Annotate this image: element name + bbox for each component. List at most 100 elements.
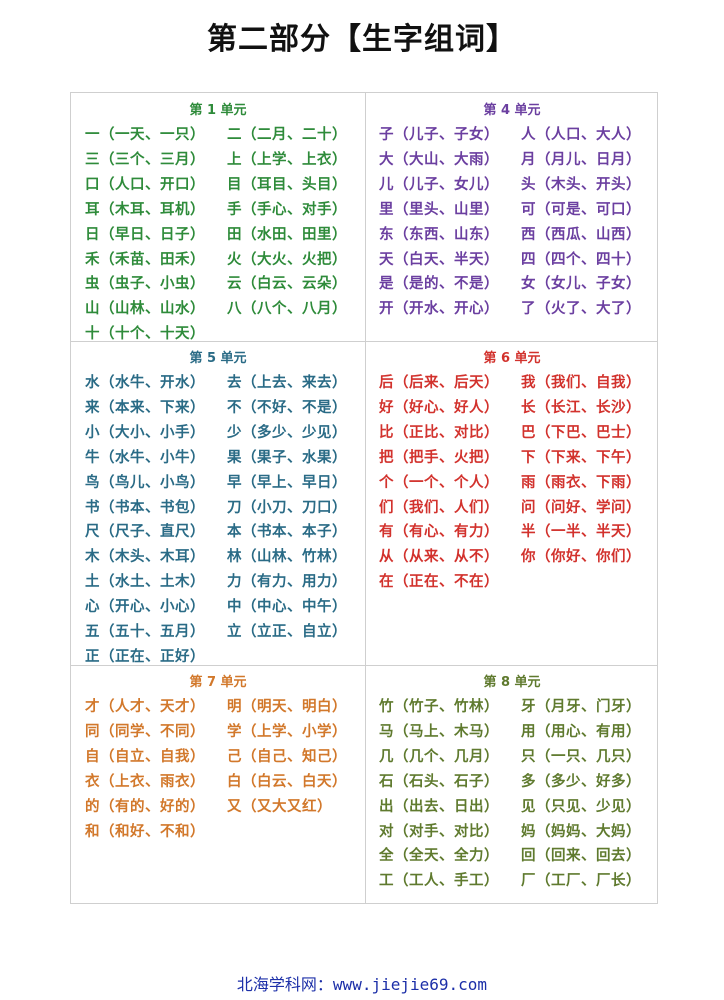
word-entry: 学（上学、小学） xyxy=(227,723,347,740)
grid-divider-row1 xyxy=(71,341,657,342)
word-entry: 头（木头、开头） xyxy=(521,176,641,193)
footer-watermark: 北海学科网：www.jiejie69.com xyxy=(236,975,488,994)
word-entry: 厂（工厂、厂长） xyxy=(521,873,641,890)
word-entry: 心（开心、小心） xyxy=(85,599,205,616)
word-entry: 问（问好、学问） xyxy=(521,499,641,516)
word-entry: 你（你好、你们） xyxy=(521,549,641,566)
word-entry: 回（回来、回去） xyxy=(521,848,641,865)
word-entry: 子（儿子、子女） xyxy=(379,127,499,143)
word-entry: 云（白云、云朵） xyxy=(227,276,347,293)
word-entry: 十（十个、十天） xyxy=(85,326,205,343)
word-entry: 们（我们、人们） xyxy=(379,499,499,516)
word-entry: 把（把手、火把） xyxy=(379,449,499,466)
word-entry: 雨（雨衣、下雨） xyxy=(521,474,641,491)
word-entry: 全（全天、全力） xyxy=(379,848,499,865)
word-entry: 月（月儿、日月） xyxy=(521,151,641,168)
word-entry: 女（女儿、子女） xyxy=(521,276,641,293)
word-entry: 水（水牛、开水） xyxy=(85,375,205,391)
word-entry: 半（一半、半天） xyxy=(521,524,641,541)
word-entry: 木（木头、木耳） xyxy=(85,549,205,566)
word-entry: 石（石头、石子） xyxy=(379,773,499,790)
word-entry: 我（我们、自我） xyxy=(521,375,641,391)
word-entry: 巴（下巴、巴士） xyxy=(521,424,641,441)
word-entry: 刀（小刀、刀口） xyxy=(227,499,347,516)
grid-divider-row2 xyxy=(71,665,657,666)
word-entry: 对（对手、对比） xyxy=(379,823,499,840)
unit-title: 第 4 单元 xyxy=(483,103,541,118)
word-entry: 目（耳目、头目） xyxy=(227,176,347,193)
word-entry: 口（人口、开口） xyxy=(85,176,205,193)
unit-title: 第 7 单元 xyxy=(189,675,247,690)
unit-cell-4: 第 6 单元 后（后来、后天） 好（好心、好人） 比（正比、对比） 把（把手、火把） 个（… xyxy=(365,341,659,665)
word-entry: 三（三个、三月） xyxy=(85,151,205,168)
word-entry: 好（好心、好人） xyxy=(379,399,499,416)
word-entry: 日（早日、日子） xyxy=(85,226,205,243)
unit-cell-3: 第 5 单元水（水牛、开水） 来（本来、下来） 小（大小、小手） 牛（水牛、小牛） 鸟（… xyxy=(71,341,365,665)
word-entry: 个（一个、个人） xyxy=(379,474,499,491)
word-entry: 田（水田、田里） xyxy=(227,226,347,243)
word-entry: 来（本来、下来） xyxy=(85,399,205,416)
word-entry: 又（又大又红） xyxy=(227,798,332,815)
word-entry: 立（立正、自立） xyxy=(227,624,347,640)
word-entry: 五（五十、五月） xyxy=(85,624,205,640)
word-entry: 鸟（鸟儿、小鸟） xyxy=(85,474,205,491)
word-entry: 耳（木耳、耳机） xyxy=(85,201,205,218)
word-entry: 尺（尺子、直尺） xyxy=(85,524,205,541)
word-entry: 工（工人、手工） xyxy=(379,873,499,890)
word-entry: 才（人才、天才） xyxy=(85,699,205,715)
word-entry: 开（开水、开心） xyxy=(379,301,499,318)
word-entry: 小（大小、小手） xyxy=(85,424,205,441)
word-entry: 和（和好、不和） xyxy=(85,823,205,840)
word-entry: 上（上学、上衣） xyxy=(227,151,347,168)
word-entry: 林（山林、竹林） xyxy=(227,549,347,566)
word-entry: 本（书本、本子） xyxy=(227,524,347,541)
word-entry: 儿（儿子、女儿） xyxy=(379,176,499,193)
word-entry: 书（书本、书包） xyxy=(85,499,205,516)
word-entry: 在（正在、不在） xyxy=(379,574,499,591)
word-entry: 正（正在、正好） xyxy=(85,648,205,665)
grid-divider-vertical xyxy=(365,93,366,903)
word-entry: 八（八个、八月） xyxy=(227,301,347,318)
word-entry: 山（山林、山水） xyxy=(85,301,205,318)
word-entry: 东（东西、山东） xyxy=(379,226,499,243)
word-entry: 竹（竹子、竹林） xyxy=(379,699,499,715)
word-entry: 同（同学、不同） xyxy=(85,723,205,740)
word-entry: 衣（上衣、雨衣） xyxy=(85,773,205,790)
word-entry: 土（水土、土木） xyxy=(85,574,205,591)
word-entry: 自（自立、自我） xyxy=(85,748,205,765)
unit-cell-5: 第 7 单元 才（人才、天才） 同（同学、不同） 自（自立、自我） 衣（上衣、雨衣） 的（… xyxy=(71,665,365,905)
word-entry: 明（明天、明白） xyxy=(227,699,347,715)
word-entry: 力（有力、用力） xyxy=(227,574,347,591)
unit-title: 第 5 单元 xyxy=(189,351,247,366)
word-entry: 牛（水牛、小牛） xyxy=(85,449,205,466)
word-entry: 去（上去、来去） xyxy=(227,375,347,391)
word-entry: 比（正比、对比） xyxy=(379,424,499,441)
word-entry: 一（一天、一只） xyxy=(85,127,205,143)
word-entry: 长（长江、长沙） xyxy=(521,399,641,416)
word-entry: 手（手心、对手） xyxy=(227,201,347,218)
word-entry: 中（中心、中午） xyxy=(227,599,347,616)
word-entry: 见（只见、少见） xyxy=(521,798,641,815)
word-entry: 马（马上、木马） xyxy=(379,723,499,740)
word-entry: 出（出去、日出） xyxy=(379,798,499,815)
word-entry: 白（白云、白天） xyxy=(227,773,347,790)
word-entry: 虫（虫子、小虫） xyxy=(85,276,205,293)
page-title: 第二部分【生字组词】 xyxy=(207,22,517,57)
word-entry: 己（自己、知己） xyxy=(227,748,347,765)
unit-title: 第 8 单元 xyxy=(483,675,541,690)
unit-cell-1: 第 1 单元一（一天、一只） 三（三个、三月） 口（人口、开口） 耳（木耳、耳机） 日（… xyxy=(71,93,365,343)
word-entry: 牙（月牙、门牙） xyxy=(521,699,641,715)
unit-title: 第 1 单元 xyxy=(189,103,247,118)
word-entry: 四（四个、四十） xyxy=(521,251,641,268)
word-entry: 不（不好、不是） xyxy=(227,399,347,416)
word-entry: 可（可是、可口） xyxy=(521,201,641,218)
unit-cell-6: 第 8 单元 竹（竹子、竹林） 马（马上、木马） 几（几个、几月） 石（石头、石子） 出（… xyxy=(365,665,659,905)
word-entry: 有（有心、有力） xyxy=(379,524,499,541)
word-entry: 少（多少、少见） xyxy=(227,424,347,441)
vocab-grid: 第 1 单元一（一天、一只） 三（三个、三月） 口（人口、开口） 耳（木耳、耳机） 日（… xyxy=(70,92,658,904)
word-entry: 里（里头、山里） xyxy=(379,201,499,218)
word-entry: 早（早上、早日） xyxy=(227,474,347,491)
word-entry: 是（是的、不是） xyxy=(379,276,499,293)
word-entry: 火（大火、火把） xyxy=(227,251,347,268)
word-entry: 下（下来、下午） xyxy=(521,449,641,466)
